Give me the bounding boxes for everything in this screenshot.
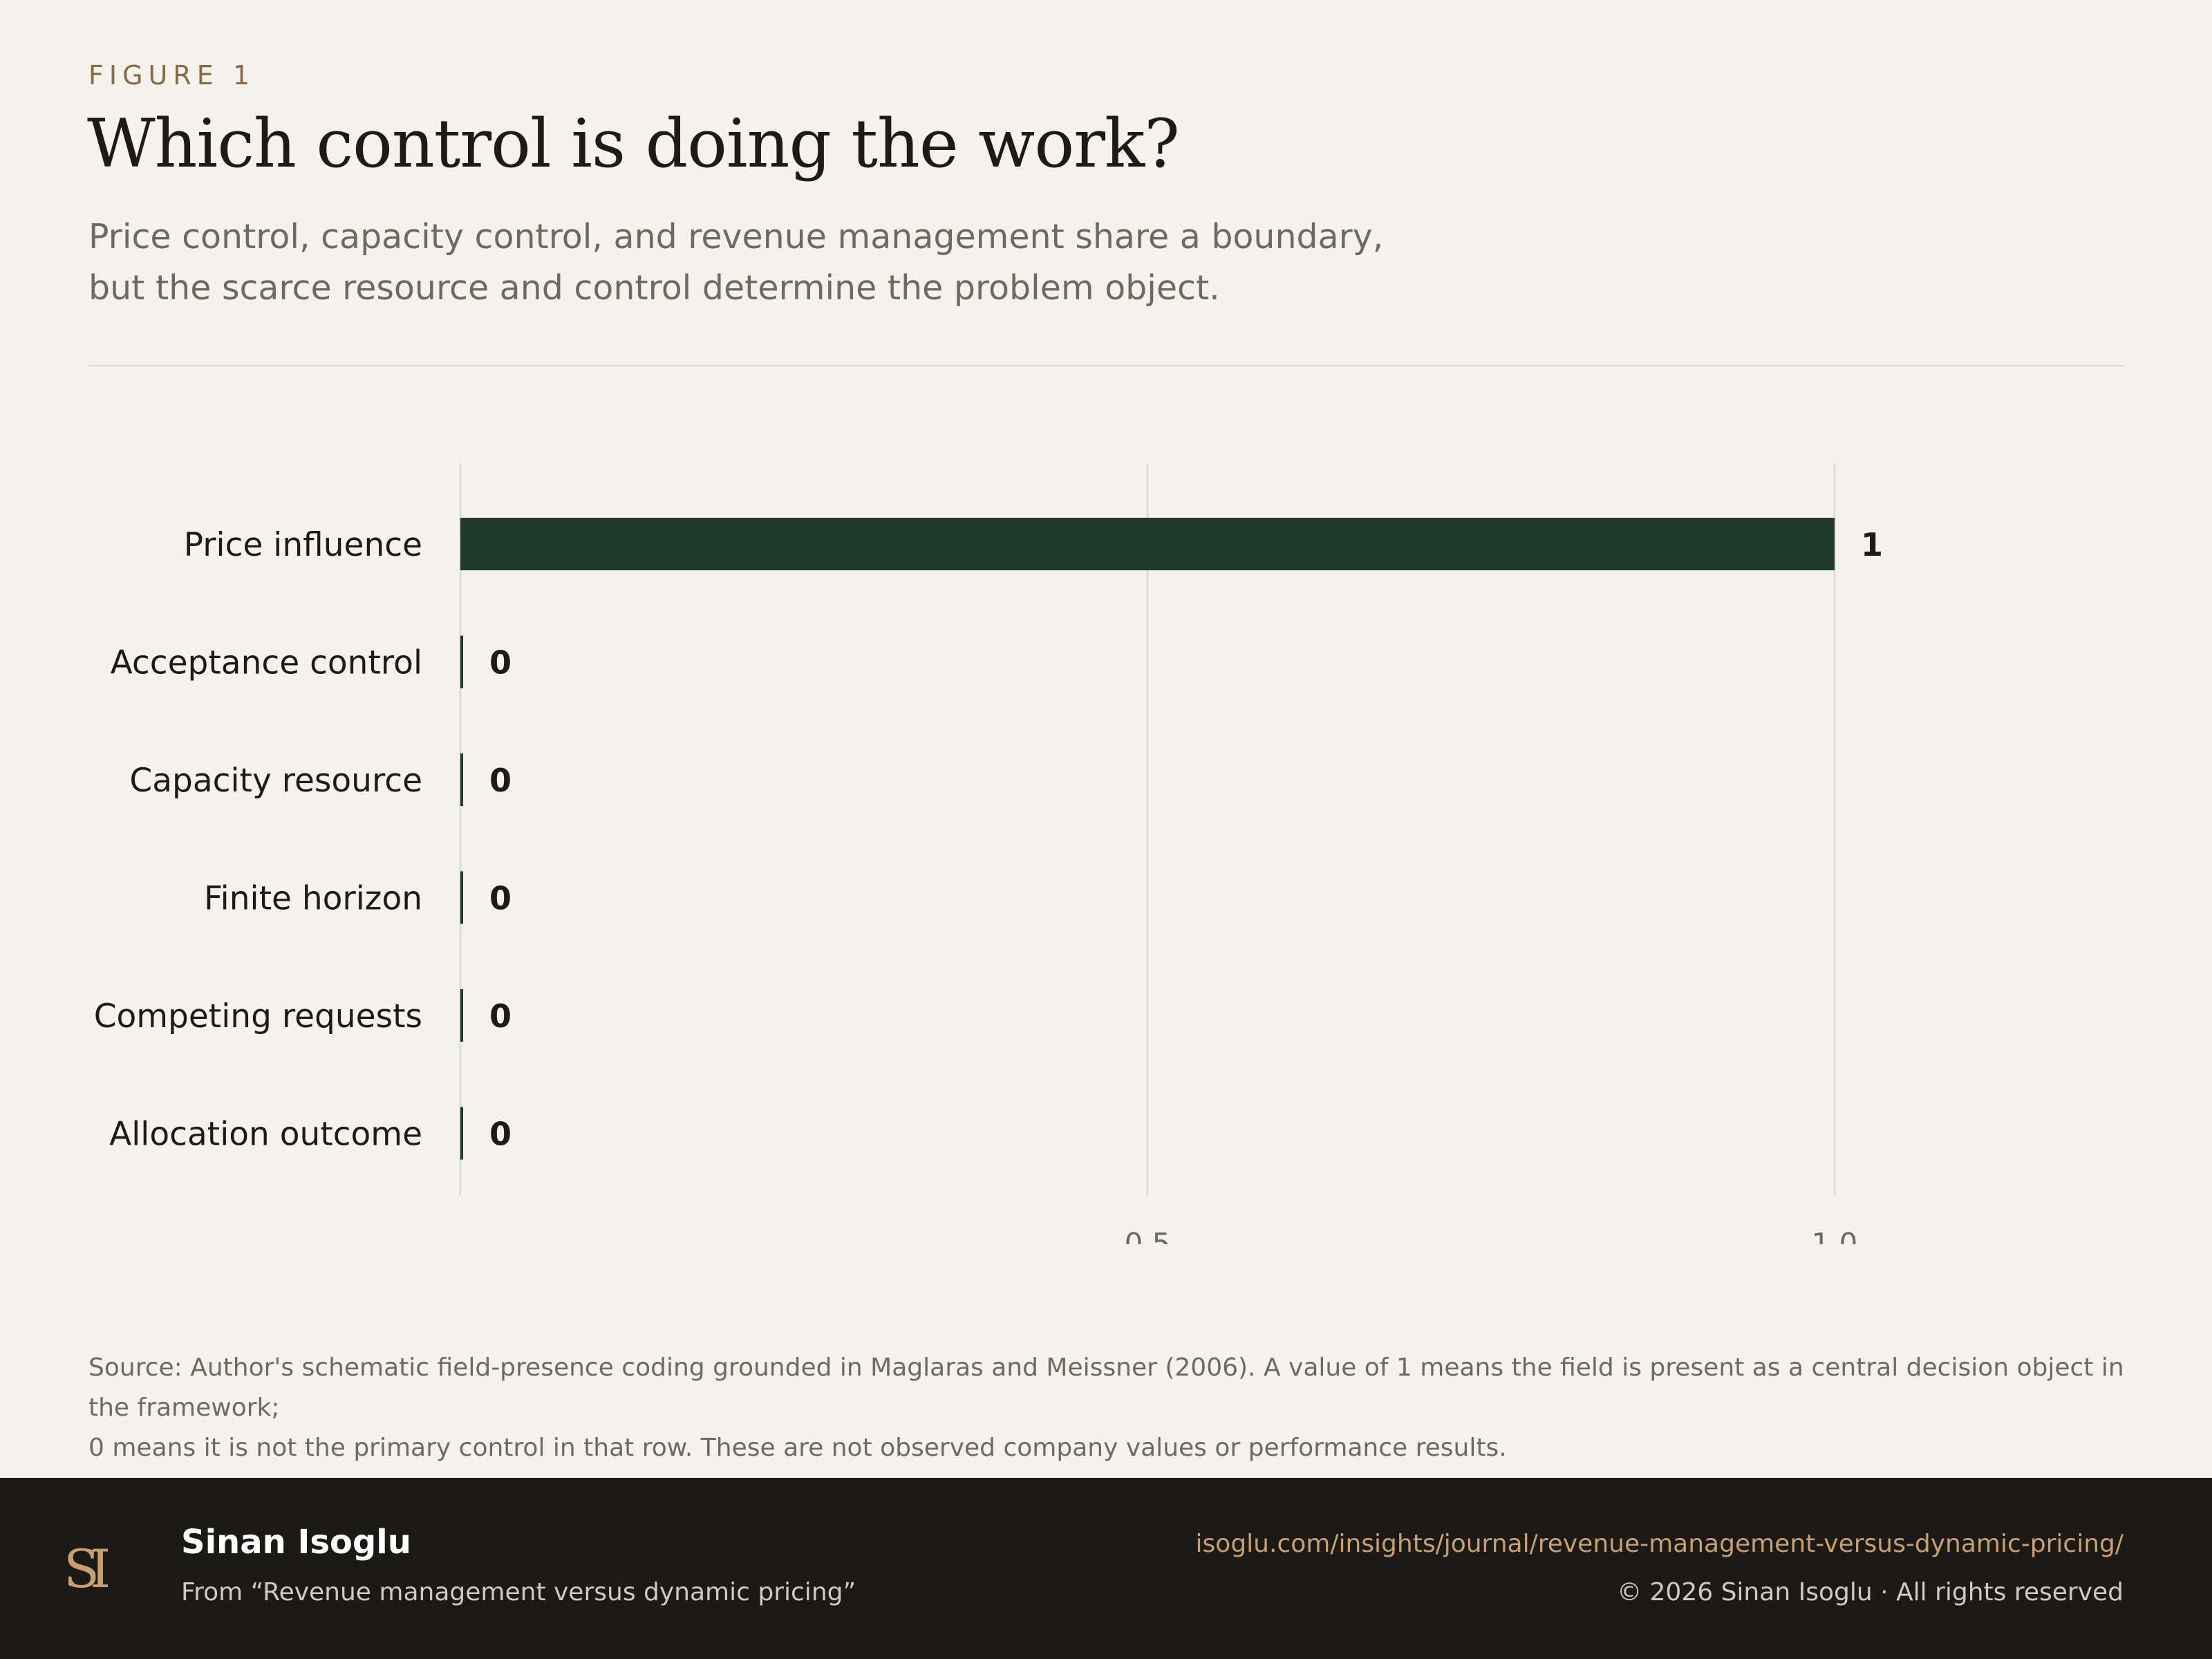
subtitle-line-2: but the scarce resource and control dete… (88, 268, 1220, 308)
chart-title: Which control is doing the work? (87, 105, 1180, 182)
labels: 0.5 1.0 Price influence 1 Acceptance control… (94, 526, 1883, 1244)
bar (460, 635, 463, 688)
value-label: 0 (489, 762, 512, 799)
category-label: Price influence (184, 526, 422, 564)
bar (460, 518, 1835, 570)
bar-chart: 0.5 1.0 Price influence 1 Acceptance control… (94, 463, 1883, 1244)
article-reference: From “Revenue management versus dynamic … (181, 1578, 856, 1606)
value-label: 0 (489, 644, 512, 682)
value-label: 0 (489, 997, 512, 1035)
bar (460, 871, 463, 924)
x-tick-label: 0.5 (1125, 1227, 1171, 1245)
copyright-notice: © 2026 Sinan Isoglu · All rights reserve… (1617, 1578, 2124, 1606)
chart-subtitle: Price control, capacity control, and rev… (88, 212, 1402, 314)
figure-label: FIGURE 1 (88, 60, 255, 91)
source-note: Source: Author's schematic field-presenc… (88, 1348, 2135, 1468)
value-label: 0 (489, 1116, 512, 1153)
bar (460, 989, 463, 1042)
category-label: Allocation outcome (109, 1116, 422, 1154)
source-line-1: Source: Author's schematic field-presenc… (88, 1353, 2124, 1422)
value-label: 1 (1861, 526, 1883, 563)
author-name: Sinan Isoglu (181, 1523, 411, 1562)
footer: SI Sinan Isoglu From “Revenue management… (0, 1478, 2212, 1659)
category-label: Capacity resource (129, 762, 422, 800)
category-label: Acceptance control (111, 644, 422, 682)
bar (460, 753, 463, 806)
bar (460, 1107, 463, 1160)
article-link[interactable]: isoglu.com/insights/journal/revenue-mana… (1195, 1530, 2124, 1558)
source-line-2: 0 means it is not the primary control in… (88, 1434, 1507, 1462)
value-label: 0 (489, 880, 512, 917)
monogram-logo: SI (64, 1538, 111, 1600)
bars (460, 518, 1835, 1160)
header-divider (88, 365, 2124, 366)
category-label: Finite horizon (204, 880, 422, 918)
x-tick-label: 1.0 (1812, 1227, 1858, 1245)
grid-lines (459, 463, 1836, 1196)
subtitle-line-1: Price control, capacity control, and rev… (88, 217, 1384, 256)
category-label: Competing requests (94, 997, 422, 1035)
